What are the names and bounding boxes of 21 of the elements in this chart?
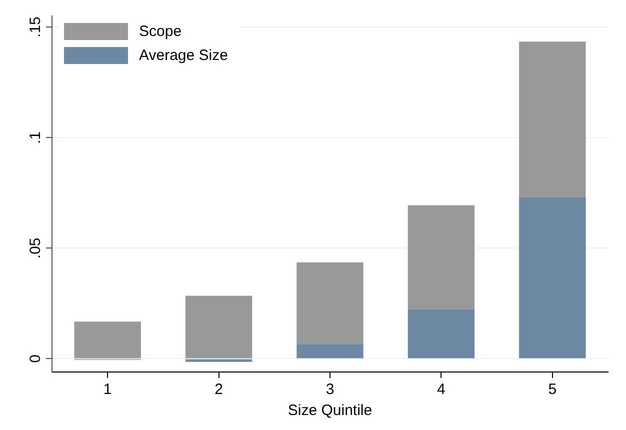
x-tick-label: 2 bbox=[214, 381, 223, 398]
bar bbox=[519, 42, 586, 198]
bar bbox=[408, 205, 475, 310]
x-tick-label: 5 bbox=[548, 381, 557, 398]
y-tick-label: .15 bbox=[27, 16, 44, 38]
bar bbox=[185, 359, 252, 362]
x-tick-label: 1 bbox=[103, 381, 112, 398]
bar bbox=[296, 262, 364, 344]
bar bbox=[74, 322, 141, 358]
bar bbox=[408, 309, 475, 358]
y-tick-label: 0 bbox=[27, 354, 44, 363]
bar bbox=[185, 296, 252, 358]
x-axis-title: Size Quintile bbox=[288, 402, 372, 420]
x-tick-label: 3 bbox=[326, 381, 334, 398]
legend-label: Scope bbox=[139, 23, 182, 40]
y-tick-label: .05 bbox=[27, 238, 44, 259]
x-tick-label: 4 bbox=[437, 381, 446, 398]
bar bbox=[519, 198, 586, 358]
y-tick-label: .1 bbox=[27, 131, 44, 144]
bar bbox=[296, 344, 364, 358]
legend-label: Average Size bbox=[139, 47, 228, 64]
